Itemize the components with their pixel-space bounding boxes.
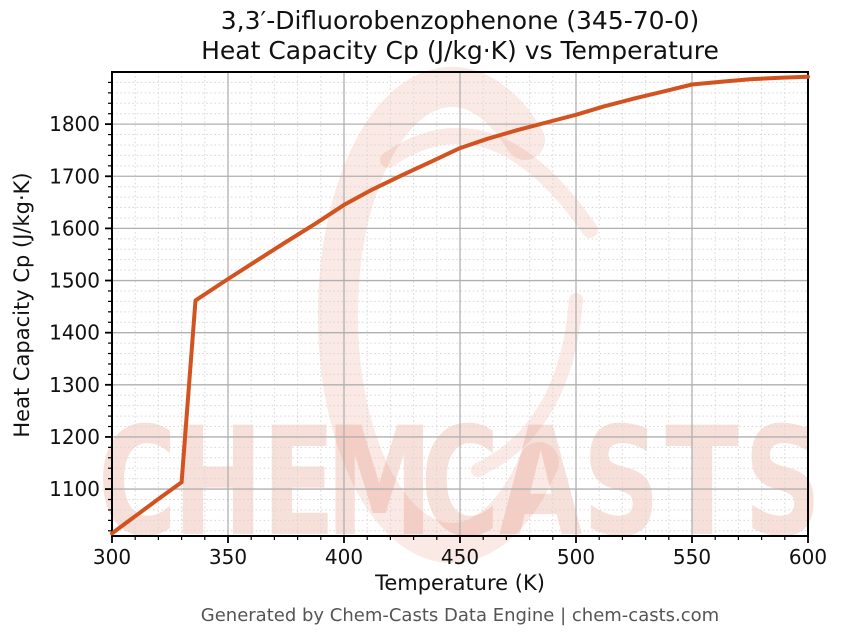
x-tick-labels: 300 350 400 450 500 550 600 — [93, 545, 827, 569]
watermark-logo-swoosh-bottom — [471, 293, 583, 477]
watermark-letter: A — [499, 395, 583, 569]
x-tick-label: 300 — [93, 545, 131, 569]
major-ticks — [105, 123, 809, 543]
y-tick-label: 1500 — [49, 269, 100, 293]
watermark-letter: M — [326, 395, 433, 569]
y-tick-label: 1100 — [49, 477, 100, 501]
x-tick-label: 400 — [325, 545, 363, 569]
x-tick-label: 600 — [789, 545, 827, 569]
chart-title-line1: 3,3′-Difluorobenzophenone (345-70-0) — [220, 6, 700, 35]
y-tick-label: 1400 — [49, 321, 100, 345]
watermark-logo-swoosh-top — [380, 127, 598, 238]
y-tick-label: 1700 — [49, 164, 100, 188]
chart-title-line2: Heat Capacity Cp (J/kg·K) vs Temperature — [201, 36, 719, 65]
watermark-letter: E — [262, 395, 336, 569]
cp-curve — [110, 74, 810, 536]
watermark-letter: T — [665, 395, 739, 569]
major-gridlines — [112, 72, 808, 536]
x-tick-label: 550 — [673, 545, 711, 569]
chart-title: 3,3′-Difluorobenzophenone (345-70-0) Hea… — [112, 6, 808, 66]
x-tick-label: 500 — [557, 545, 595, 569]
axes-frame — [111, 71, 809, 537]
y-tick-label: 1600 — [49, 216, 100, 240]
y-tick-label: 1300 — [49, 373, 100, 397]
watermark-letter: S — [744, 395, 822, 569]
y-tick-label: 1800 — [49, 112, 100, 136]
footer-credit: Generated by Chem-Casts Data Engine | ch… — [200, 605, 720, 626]
y-tick-labels: 1100 1200 1300 1400 1500 1600 1700 1800 — [49, 112, 100, 501]
x-tick-label: 350 — [209, 545, 247, 569]
y-tick-label: 1200 — [49, 425, 100, 449]
watermark-letter: S — [582, 395, 660, 569]
x-tick-label: 450 — [441, 545, 479, 569]
watermark-letter: C — [98, 395, 177, 569]
watermark-logo-arc — [317, 66, 559, 563]
x-axis-label: Temperature (K) — [375, 571, 545, 595]
